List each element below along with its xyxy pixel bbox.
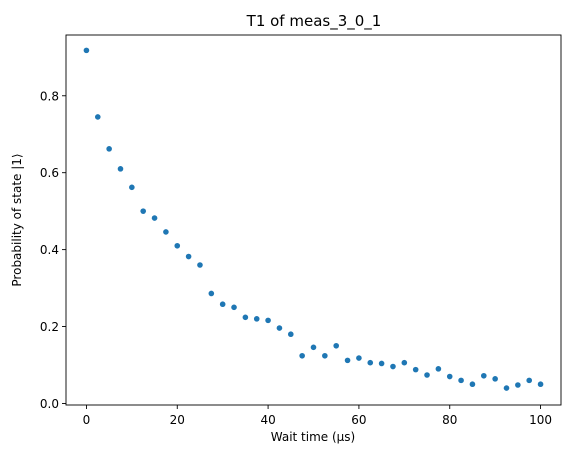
x-tick-label: 80	[442, 413, 457, 427]
data-point	[117, 166, 124, 172]
y-tick-label: 0.6	[40, 166, 59, 180]
data-point	[322, 352, 328, 359]
y-tick-label: 0.0	[40, 397, 59, 411]
y-axis: 0.0 0.2 0.4 0.6 0.8	[40, 89, 66, 411]
y-tick-label: 0.4	[40, 243, 59, 257]
data-point	[412, 366, 419, 373]
data-point	[367, 359, 374, 366]
data-point	[94, 114, 101, 120]
y-tick-label: 0.2	[40, 320, 59, 334]
data-point	[310, 344, 317, 351]
data-point	[378, 360, 385, 367]
data-point	[129, 184, 135, 191]
data-point	[219, 301, 226, 308]
data-point	[424, 372, 430, 378]
data-point	[253, 316, 260, 322]
data-point	[492, 376, 498, 382]
data-point	[435, 366, 442, 372]
x-axis: 0 20 40 60 80 100	[83, 405, 552, 427]
data-point	[83, 47, 90, 54]
x-tick-label: 40	[260, 413, 275, 427]
x-tick-label: 100	[529, 413, 552, 427]
data-point	[197, 262, 203, 268]
data-point	[480, 372, 487, 379]
data-point	[208, 290, 215, 297]
data-point	[287, 331, 294, 338]
data-point	[458, 377, 464, 384]
data-point	[344, 357, 351, 364]
plot-frame	[65, 34, 562, 406]
data-point	[276, 325, 283, 331]
data-point	[503, 385, 510, 391]
y-axis-label: Probability of state |1⟩	[10, 153, 24, 286]
data-point	[446, 373, 453, 380]
chart-title: T1 of meas_3_0_1	[246, 12, 382, 31]
data-point	[537, 381, 544, 388]
data-point	[333, 342, 340, 349]
data-point	[231, 304, 237, 311]
data-point	[515, 382, 521, 388]
data-point	[174, 242, 181, 249]
data-point	[299, 352, 305, 359]
x-tick-label: 60	[351, 413, 366, 427]
data-point	[356, 355, 362, 361]
data-point	[185, 253, 192, 260]
data-points	[83, 47, 544, 391]
data-point	[163, 229, 169, 235]
y-tick-label: 0.8	[40, 89, 59, 103]
x-tick-label: 0	[83, 413, 91, 427]
data-point	[242, 314, 249, 321]
data-point	[469, 381, 476, 388]
data-point	[106, 146, 112, 152]
data-point	[151, 215, 158, 221]
data-point	[140, 208, 147, 214]
data-point	[390, 363, 396, 370]
data-point	[526, 377, 533, 384]
data-point	[265, 317, 271, 324]
x-axis-label: Wait time (µs)	[271, 430, 355, 444]
x-tick-label: 20	[170, 413, 185, 427]
data-point	[401, 359, 408, 366]
